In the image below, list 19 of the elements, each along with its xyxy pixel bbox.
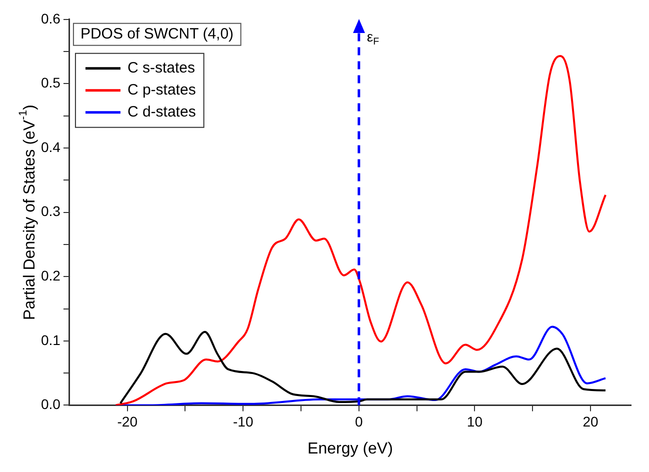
y-tick-label: 0.3 [40,203,61,220]
x-tick-label: 0 [355,413,364,430]
legend-label: C p-states [127,82,196,99]
y-tick-label: 0.0 [40,396,61,412]
x-tick-label: -10 [233,413,254,430]
chart-title: PDOS of SWCNT (4,0) [80,26,234,43]
x-axis-title: Energy (eV) [308,440,393,458]
x-tick-label: 20 [582,413,598,430]
x-tick-label: 10 [466,413,483,430]
y-axis-title: Partial Density of States (eV-1) [18,104,38,320]
y-tick-label: 0.6 [40,10,61,26]
line-series [114,55,607,406]
y-tick-label: 0.5 [40,74,61,91]
legend-label: C s-states [127,60,195,77]
legend-label: C d-states [127,104,196,121]
y-tick-label: 0.4 [40,138,61,155]
y-tick-label: 0.2 [40,267,61,284]
y-tick-label: 0.1 [40,332,61,348]
x-tick-label: -20 [117,413,138,430]
